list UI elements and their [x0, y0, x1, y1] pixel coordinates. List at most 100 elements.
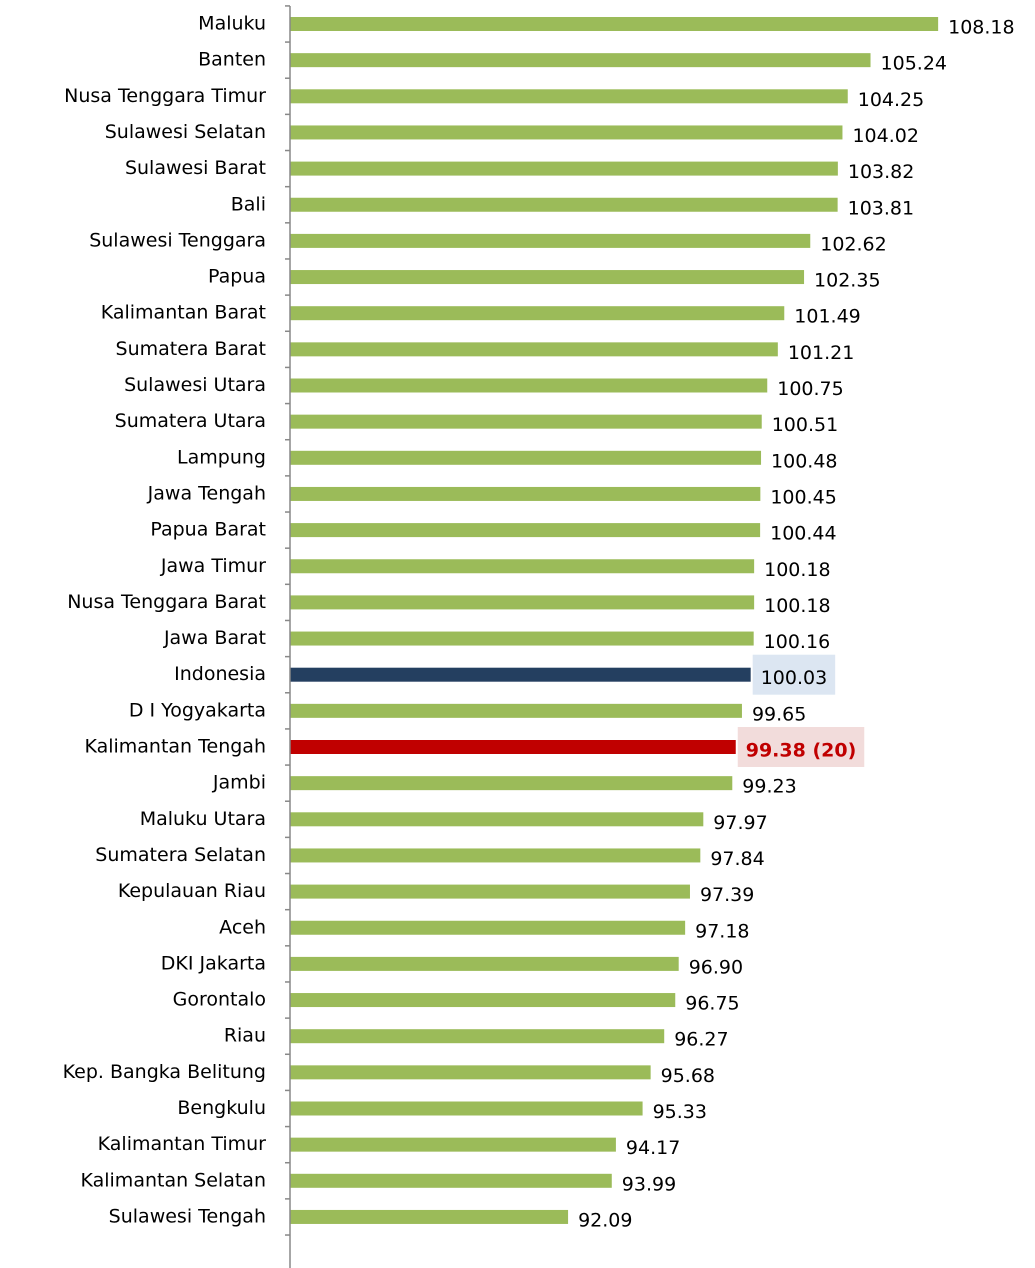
category-label: Jambi — [212, 772, 266, 794]
category-label: Aceh — [219, 916, 266, 938]
category-label: Kalimantan Tengah — [84, 736, 266, 758]
category-label: Kepulauan Riau — [118, 880, 266, 902]
category-label: Kalimantan Timur — [98, 1133, 267, 1155]
value-label: 100.18 — [764, 595, 830, 617]
category-label: Sulawesi Selatan — [105, 121, 266, 143]
category-label: Gorontalo — [173, 989, 266, 1011]
category-label: Papua — [208, 266, 266, 288]
bar — [290, 1173, 612, 1188]
bar — [290, 1029, 665, 1044]
bar — [290, 233, 811, 248]
category-label: Sulawesi Tenggara — [89, 229, 266, 251]
bar — [290, 17, 939, 31]
bar — [290, 631, 754, 646]
category-label: DKI Jakarta — [161, 952, 266, 974]
value-label: 103.81 — [848, 197, 914, 219]
value-label: 108.18 — [948, 17, 1014, 39]
bar — [290, 559, 755, 574]
category-label: Sulawesi Utara — [124, 374, 266, 396]
category-label: Lampung — [177, 446, 266, 468]
value-label: 101.21 — [788, 342, 854, 364]
value-label: 100.48 — [771, 450, 837, 472]
value-label: 99.65 — [752, 703, 806, 725]
bar — [290, 956, 679, 971]
value-label: 96.27 — [674, 1029, 728, 1051]
bar — [290, 884, 690, 899]
bar — [290, 306, 785, 321]
value-label: 99.38 (20) — [746, 740, 857, 762]
bar — [290, 1209, 569, 1224]
bar — [290, 125, 843, 140]
bar — [290, 920, 686, 935]
bar — [290, 486, 761, 501]
value-label: 92.09 — [578, 1209, 632, 1231]
value-label: 96.90 — [689, 956, 743, 978]
bar — [290, 1137, 616, 1152]
value-label: 100.45 — [770, 486, 836, 508]
value-label: 93.99 — [622, 1173, 676, 1195]
value-label: 99.23 — [742, 776, 796, 798]
bar — [290, 270, 805, 285]
category-label: Riau — [224, 1025, 266, 1047]
category-label: Nusa Tenggara Barat — [67, 591, 266, 613]
category-label: Sumatera Barat — [116, 338, 266, 360]
value-label: 100.03 — [761, 667, 827, 689]
value-label: 100.51 — [772, 414, 838, 436]
label-highlight — [737, 727, 865, 767]
bar — [290, 740, 736, 754]
bar — [290, 812, 704, 827]
bar — [290, 89, 848, 104]
category-label: Maluku — [198, 13, 266, 35]
value-label: 100.44 — [770, 523, 836, 545]
value-label: 95.33 — [653, 1101, 707, 1123]
bar — [290, 848, 701, 863]
bar — [290, 342, 778, 357]
bar — [290, 1065, 651, 1080]
category-label: Kalimantan Barat — [101, 302, 266, 324]
value-label: 97.39 — [700, 884, 754, 906]
bar — [290, 776, 733, 791]
category-label: D I Yogyakarta — [129, 699, 266, 721]
category-label: Maluku Utara — [140, 808, 266, 830]
bar — [290, 993, 676, 1008]
category-label: Jawa Barat — [163, 627, 266, 649]
category-label: Jawa Timur — [160, 555, 266, 577]
value-label: 97.18 — [695, 920, 749, 942]
value-label: 102.35 — [814, 270, 880, 292]
value-label: 95.68 — [661, 1065, 715, 1087]
bar — [290, 595, 755, 610]
value-label: 104.25 — [858, 89, 924, 111]
category-label: Bali — [231, 193, 266, 215]
bar — [290, 53, 871, 68]
label-highlight — [752, 654, 836, 695]
category-label: Sulawesi Barat — [125, 157, 266, 179]
value-label: 101.49 — [794, 306, 860, 328]
value-label: 100.16 — [764, 631, 830, 653]
value-label: 96.75 — [685, 993, 739, 1015]
value-label: 104.02 — [852, 125, 918, 147]
category-label: Sulawesi Tengah — [109, 1205, 266, 1227]
category-label: Sumatera Selatan — [95, 844, 266, 866]
bar — [290, 523, 761, 538]
category-label: Papua Barat — [150, 519, 266, 541]
bar — [290, 667, 751, 682]
category-label: Banten — [198, 49, 266, 71]
category-label: Jawa Tengah — [147, 482, 266, 504]
value-label: 94.17 — [626, 1137, 680, 1159]
bar — [290, 1101, 643, 1116]
value-label: 105.24 — [881, 53, 947, 75]
value-label: 102.62 — [820, 233, 886, 255]
value-label: 100.75 — [777, 378, 843, 400]
category-label: Kep. Bangka Belitung — [63, 1061, 266, 1083]
bar — [290, 197, 838, 212]
category-label: Nusa Tenggara Timur — [64, 85, 266, 107]
category-label: Bengkulu — [177, 1097, 266, 1119]
category-label: Kalimantan Selatan — [80, 1169, 266, 1191]
bar — [290, 703, 742, 718]
value-label: 100.18 — [764, 559, 830, 581]
bar — [290, 378, 768, 393]
value-label: 97.97 — [713, 812, 767, 834]
bar — [290, 414, 762, 429]
category-label: Indonesia — [174, 663, 266, 685]
